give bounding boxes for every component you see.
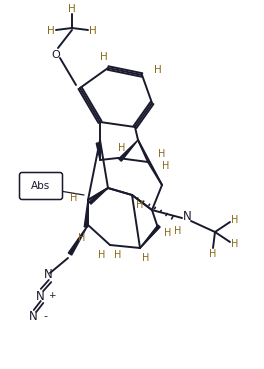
Text: H: H xyxy=(114,250,122,260)
Text: H: H xyxy=(209,249,217,259)
Polygon shape xyxy=(89,188,108,204)
Text: H: H xyxy=(98,250,106,260)
Text: H: H xyxy=(164,228,172,238)
Text: H: H xyxy=(47,26,55,36)
Text: H: H xyxy=(118,143,126,153)
Polygon shape xyxy=(140,225,160,248)
Text: N: N xyxy=(36,290,44,303)
Text: H: H xyxy=(231,239,239,249)
Text: H: H xyxy=(174,226,182,236)
Polygon shape xyxy=(119,140,138,161)
Text: H: H xyxy=(231,215,239,225)
Text: H: H xyxy=(89,26,97,36)
Text: H: H xyxy=(100,52,108,62)
Text: N: N xyxy=(44,269,52,282)
Text: H: H xyxy=(154,65,162,75)
Text: O: O xyxy=(52,50,60,60)
Text: -: - xyxy=(43,311,47,321)
Text: H: H xyxy=(70,193,78,203)
Text: Abs: Abs xyxy=(31,181,51,191)
Text: H: H xyxy=(158,149,166,159)
Polygon shape xyxy=(68,225,88,255)
Text: +: + xyxy=(48,290,56,300)
Polygon shape xyxy=(96,143,100,160)
Text: H: H xyxy=(78,233,86,243)
Polygon shape xyxy=(84,200,88,227)
Text: H: H xyxy=(142,253,150,263)
FancyBboxPatch shape xyxy=(20,172,63,200)
Text: N: N xyxy=(29,310,37,324)
Text: N: N xyxy=(183,210,191,223)
Text: H: H xyxy=(68,4,76,14)
Text: H: H xyxy=(136,200,144,210)
Text: H: H xyxy=(162,161,170,171)
